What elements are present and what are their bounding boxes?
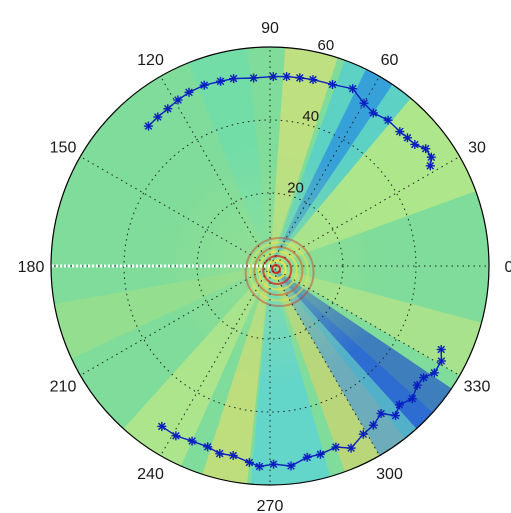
data-point: [368, 420, 378, 430]
data-point: [173, 95, 183, 105]
data-point: [358, 429, 368, 439]
data-point: [348, 84, 358, 94]
data-point: [187, 436, 197, 446]
data-point: [244, 457, 254, 467]
radius-tick-label: 60: [318, 37, 335, 54]
data-point: [163, 104, 173, 114]
data-point: [331, 442, 341, 452]
angle-labels: 0 30 60 90 120 150 180 210 240 270 300 330: [18, 20, 511, 513]
data-point: [268, 72, 278, 82]
data-point: [216, 76, 225, 86]
data-point: [255, 462, 264, 471]
radius-tick-label: 20: [287, 180, 304, 197]
data-point: [328, 80, 337, 89]
series-0: [143, 72, 436, 171]
data-point: [269, 459, 278, 469]
data-point: [436, 345, 446, 354]
series-layer: [49, 72, 446, 471]
data-point: [346, 443, 356, 453]
data-point: [315, 449, 325, 459]
grid-circle-20: [196, 192, 344, 340]
angle-tick-label: 90: [261, 20, 279, 37]
data-point: [359, 98, 369, 108]
grid-spoke-120: [160, 76, 271, 267]
data-point: [153, 112, 163, 122]
angle-tick-label: 180: [18, 259, 45, 276]
data-point: [426, 152, 436, 162]
data-point: [229, 74, 239, 84]
center-ripple-ring: [249, 241, 309, 302]
angle-tick-label: 60: [381, 52, 399, 69]
angle-tick-label: 150: [50, 140, 77, 157]
angle-tick-label: 0: [505, 259, 511, 276]
data-point: [376, 409, 386, 418]
data-point: [302, 452, 312, 462]
radius-tick-label: 40: [302, 108, 319, 125]
center-ripple-ring: [271, 264, 281, 274]
angle-tick-label: 210: [50, 379, 77, 396]
grid-spoke-330: [269, 265, 460, 376]
center-ripple-ring: [262, 255, 293, 285]
data-point: [215, 449, 225, 459]
series-1: [157, 345, 446, 471]
grid-spoke-210: [80, 265, 271, 376]
data-point: [295, 73, 305, 83]
center-ripple-ring: [266, 259, 287, 280]
data-point: [368, 108, 378, 118]
grid-spoke-150: [80, 156, 271, 267]
data-point: [421, 144, 431, 154]
angle-tick-label: 30: [468, 140, 486, 157]
outer-ring: [50, 46, 490, 486]
center-ripple-ring: [244, 237, 315, 307]
data-point: [308, 75, 318, 85]
data-point: [419, 373, 429, 383]
grid-spoke-240: [160, 265, 271, 456]
grid-spoke-60: [269, 76, 380, 267]
data-point: [425, 161, 435, 171]
data-point: [282, 72, 292, 82]
data-point: [171, 431, 181, 441]
data-point: [391, 411, 400, 421]
polar-grid: [51, 47, 489, 485]
angle-tick-label: 240: [137, 466, 164, 483]
data-point: [383, 115, 393, 125]
angle-tick-label: 270: [257, 498, 284, 513]
data-point: [412, 380, 422, 390]
angle-tick-label: 330: [464, 379, 491, 396]
data-point: [395, 127, 405, 137]
grid-circle-40: [123, 119, 417, 413]
data-point: [199, 80, 209, 90]
data-point: [407, 394, 417, 404]
radius-labels: 20 40 60: [287, 37, 334, 197]
center-ripple-ring: [253, 246, 304, 296]
data-point: [157, 421, 167, 431]
data-point: [394, 400, 404, 410]
grid-spoke-30: [269, 156, 460, 267]
data-point: [228, 451, 238, 460]
data-point: [249, 73, 259, 83]
data-point: [410, 140, 420, 149]
data-point: [184, 87, 194, 97]
data-point: [143, 121, 153, 131]
data-point: [429, 368, 439, 378]
data-point: [436, 356, 446, 366]
angle-tick-label: 300: [376, 466, 403, 483]
grid-spoke-300: [269, 265, 380, 456]
angle-tick-label: 120: [137, 52, 164, 69]
data-point: [403, 133, 412, 143]
center-ripple-ring: [257, 250, 298, 291]
data-point: [203, 442, 213, 452]
data-point: [286, 461, 296, 471]
